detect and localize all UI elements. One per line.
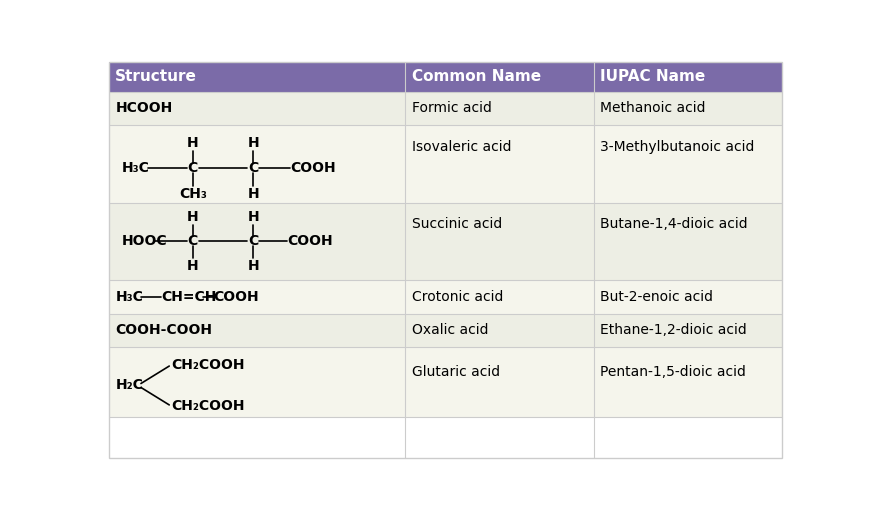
Text: Oxalic acid: Oxalic acid — [412, 323, 488, 337]
Bar — [109, 314, 782, 347]
Text: HOOC: HOOC — [122, 234, 168, 248]
Text: CH=CH: CH=CH — [161, 290, 216, 304]
Text: Succinic acid: Succinic acid — [412, 217, 502, 231]
Text: H: H — [187, 210, 199, 224]
Text: 3-Methylbutanoic acid: 3-Methylbutanoic acid — [600, 140, 754, 154]
Text: C: C — [249, 161, 259, 175]
Text: C: C — [249, 234, 259, 248]
Text: HCOOH: HCOOH — [116, 101, 173, 115]
Text: H₃C: H₃C — [122, 161, 150, 175]
Text: Crotonic acid: Crotonic acid — [412, 290, 503, 304]
Text: COOH: COOH — [287, 234, 333, 248]
Text: IUPAC Name: IUPAC Name — [600, 69, 706, 84]
Text: Pentan-1,5-dioic acid: Pentan-1,5-dioic acid — [600, 365, 746, 379]
Text: CH₂COOH: CH₂COOH — [171, 399, 245, 413]
Text: But-2-enoic acid: But-2-enoic acid — [600, 290, 713, 304]
Text: COOH: COOH — [290, 161, 336, 175]
Text: H: H — [187, 136, 199, 150]
Bar — [109, 125, 782, 202]
Text: H: H — [248, 186, 259, 201]
Text: Ethane-1,2-dioic acid: Ethane-1,2-dioic acid — [600, 323, 747, 337]
Bar — [109, 92, 782, 125]
Bar — [109, 62, 782, 92]
Bar — [109, 347, 782, 417]
Bar — [109, 202, 782, 280]
Text: Butane-1,4-dioic acid: Butane-1,4-dioic acid — [600, 217, 748, 231]
Text: H₃C: H₃C — [116, 290, 143, 304]
Text: H: H — [248, 210, 259, 224]
Text: CH₂COOH: CH₂COOH — [171, 358, 245, 372]
Text: Isovaleric acid: Isovaleric acid — [412, 140, 511, 154]
Text: Methanoic acid: Methanoic acid — [600, 101, 706, 115]
Text: C: C — [188, 234, 198, 248]
Text: CH₃: CH₃ — [179, 186, 207, 201]
Text: Structure: Structure — [116, 69, 197, 84]
Text: H: H — [248, 136, 259, 150]
Text: COOH-COOH: COOH-COOH — [116, 323, 212, 337]
Bar — [109, 280, 782, 314]
Text: Glutaric acid: Glutaric acid — [412, 365, 500, 379]
Text: COOH: COOH — [213, 290, 259, 304]
Text: H: H — [248, 259, 259, 273]
Text: C: C — [188, 161, 198, 175]
Text: Formic acid: Formic acid — [412, 101, 492, 115]
Text: H₂C: H₂C — [116, 379, 143, 392]
Text: Common Name: Common Name — [412, 69, 541, 84]
Text: H: H — [187, 259, 199, 273]
